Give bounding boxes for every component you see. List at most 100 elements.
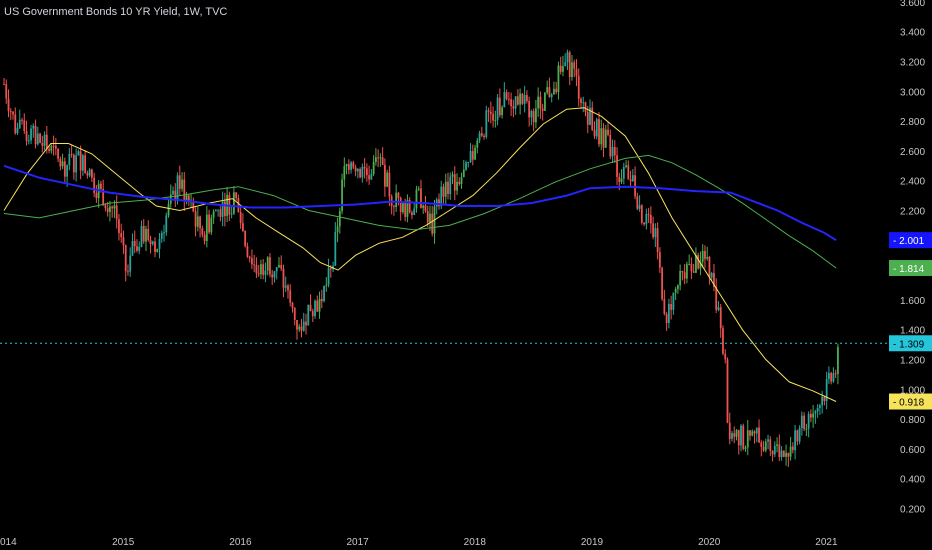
candle — [537, 87, 540, 117]
candles-layer — [3, 49, 839, 467]
candle — [728, 412, 731, 445]
candle — [257, 265, 260, 277]
candle — [415, 185, 418, 213]
candle — [273, 270, 276, 283]
candle — [91, 168, 93, 182]
candle — [674, 286, 677, 300]
candle — [622, 162, 625, 185]
candle — [374, 148, 377, 166]
candle — [408, 197, 411, 214]
candle — [469, 143, 472, 163]
candle — [406, 194, 409, 223]
candle — [480, 126, 483, 138]
candle — [323, 285, 325, 303]
svg-text:- 1.814: - 1.814 — [893, 264, 925, 275]
candle — [296, 319, 298, 340]
candle — [88, 168, 91, 178]
candle — [307, 304, 310, 326]
candle — [476, 137, 479, 154]
candle — [221, 191, 224, 226]
last-price-tag: - 1.309 — [889, 335, 932, 352]
candle — [232, 186, 235, 215]
y-tick-label: 3.000 — [900, 87, 925, 98]
candle — [27, 134, 30, 145]
candle — [505, 89, 508, 101]
candle — [217, 209, 220, 217]
candle — [780, 446, 783, 461]
candle — [548, 77, 551, 98]
candle — [800, 411, 803, 436]
candle — [52, 135, 55, 156]
candle — [688, 254, 691, 266]
candle — [63, 157, 66, 183]
candle — [512, 99, 515, 118]
candle — [255, 257, 258, 279]
candle — [75, 148, 78, 182]
candle — [158, 232, 161, 259]
candle — [345, 163, 348, 175]
candle — [302, 312, 305, 332]
candle — [3, 78, 5, 86]
candle — [672, 292, 675, 315]
candle — [248, 255, 251, 263]
candle — [442, 183, 445, 204]
candle — [740, 424, 742, 452]
candle — [127, 264, 129, 276]
candle — [388, 165, 391, 207]
candle — [465, 160, 467, 171]
candle — [640, 204, 643, 225]
candle — [223, 192, 226, 227]
candle — [742, 423, 745, 451]
candle — [244, 230, 247, 248]
candle — [282, 264, 285, 298]
candle — [677, 284, 679, 294]
candle — [196, 206, 199, 232]
candle — [722, 325, 724, 356]
candle — [629, 170, 632, 188]
candle — [645, 208, 648, 230]
candle — [48, 146, 50, 154]
x-axis: 014 2015 2016 2017 2018 2019 2020 2021 — [0, 537, 838, 548]
candle — [163, 224, 165, 242]
candle — [494, 110, 497, 128]
candle — [593, 121, 596, 139]
candle — [485, 105, 488, 139]
candle — [528, 96, 531, 127]
x-tick-label: 2017 — [346, 537, 369, 548]
candle — [611, 139, 614, 164]
candle — [692, 263, 695, 273]
candle — [697, 252, 700, 270]
candle — [356, 167, 359, 179]
candle — [735, 429, 738, 441]
candle — [305, 313, 307, 335]
candle — [79, 145, 82, 180]
candle — [453, 166, 456, 201]
candle — [242, 213, 244, 232]
candle — [363, 158, 366, 179]
candle — [354, 164, 357, 177]
candle — [174, 183, 177, 208]
candle — [271, 269, 274, 285]
candle — [381, 147, 384, 165]
x-tick-label: 2019 — [581, 537, 604, 548]
y-tick-label: 1.600 — [900, 296, 925, 307]
candle — [86, 170, 89, 179]
candle — [787, 452, 790, 467]
candle — [631, 169, 634, 182]
candle — [147, 220, 150, 242]
candle — [203, 231, 206, 245]
y-tick-label: 0.400 — [900, 475, 925, 486]
candle — [253, 254, 256, 273]
ma-blue-line — [3, 164, 837, 242]
candle — [580, 97, 582, 109]
candle — [478, 130, 481, 144]
candle — [451, 171, 454, 185]
candle — [18, 109, 21, 130]
candle — [483, 133, 485, 140]
candle — [140, 220, 143, 248]
candle — [81, 153, 84, 176]
candle — [212, 209, 215, 224]
candle — [246, 242, 249, 258]
x-tick-label: 2018 — [464, 537, 487, 548]
